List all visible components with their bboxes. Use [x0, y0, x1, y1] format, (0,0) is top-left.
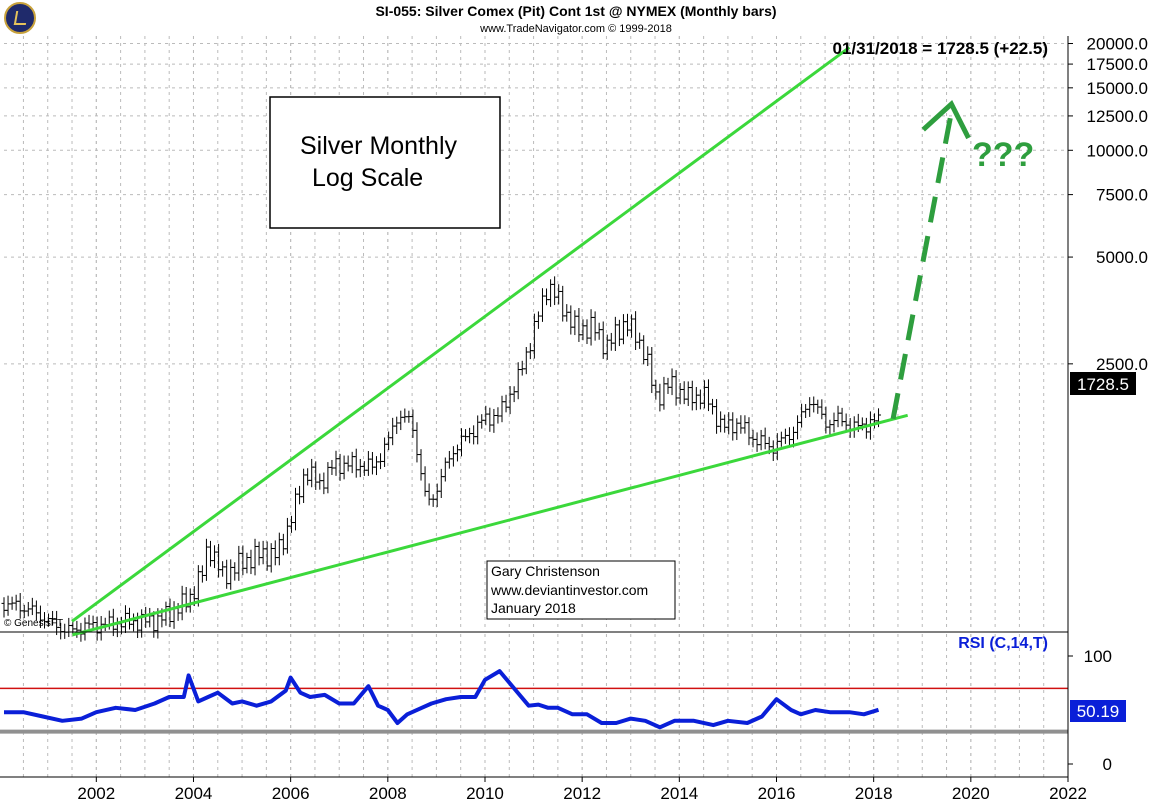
x-tick-label: 2012 — [563, 784, 601, 803]
rsi-last-badge — [1070, 700, 1126, 722]
annotation-line1: Silver Monthly — [300, 132, 457, 160]
author-date: January 2018 — [491, 600, 576, 616]
x-tick-label: 2020 — [952, 784, 990, 803]
rsi-y-axis: 100 0 — [1068, 647, 1112, 774]
tradenavigator-logo — [4, 2, 36, 34]
projection-arrow-shaft — [890, 111, 954, 420]
annotation-box — [269, 96, 501, 229]
rsi-y-tick-label: 100 — [1084, 647, 1112, 666]
price-y-tick-label: 10000.0 — [1087, 141, 1148, 160]
price-last-badge — [1070, 372, 1136, 395]
projection-arrow-head — [921, 100, 971, 140]
projection-arrow — [890, 100, 971, 420]
x-axis: 2002 2004 2006 2008 2010 2012 2014 2016 2018 2020… — [77, 777, 1087, 803]
x-tick-label: 2018 — [855, 784, 893, 803]
author-box — [486, 560, 676, 620]
price-y-tick-label: 17500.0 — [1087, 55, 1148, 74]
rsi-grid — [22, 634, 1069, 777]
chart-subtitle: www.TradeNavigator.com © 1999-2018 — [479, 23, 672, 35]
question-marks: ??? — [972, 136, 1034, 174]
x-tick-label: 2022 — [1049, 784, 1087, 803]
rsi-last-value: 50.19 — [1077, 702, 1120, 721]
annotation-line2: Log Scale — [312, 164, 423, 192]
x-tick-label: 2006 — [272, 784, 310, 803]
author-website: www.deviantinvestor.com — [490, 582, 648, 598]
x-tick-label: 2010 — [466, 784, 504, 803]
price-y-tick-label: 7500.0 — [1096, 186, 1148, 205]
trendline — [71, 46, 851, 623]
x-tick-label: 2016 — [758, 784, 796, 803]
rsi-y-tick-label: 0 — [1103, 755, 1112, 774]
last-price-label: 01/31/2018 = 1728.5 (+22.5) — [832, 39, 1048, 58]
x-tick-label: 2008 — [369, 784, 407, 803]
chart-title: SI-055: Silver Comex (Pit) Cont 1st @ NY… — [375, 3, 776, 19]
author-name: Gary Christenson — [491, 563, 600, 579]
price-y-tick-label: 5000.0 — [1096, 248, 1148, 267]
x-tick-label: 2004 — [175, 784, 213, 803]
price-y-tick-label: 12500.0 — [1087, 107, 1148, 126]
price-y-tick-label: 15000.0 — [1087, 79, 1148, 98]
price-y-tick-label: 2500.0 — [1096, 355, 1148, 374]
price-y-tick-label: 20000.0 — [1087, 35, 1148, 54]
price-last-value: 1728.5 — [1077, 375, 1129, 394]
rsi-label: RSI (C,14,T) — [958, 635, 1048, 652]
rsi-line — [4, 669, 880, 730]
x-tick-label: 2014 — [660, 784, 698, 803]
trendlines — [71, 46, 909, 637]
trendline — [71, 413, 909, 637]
x-tick-label: 2002 — [77, 784, 115, 803]
copyright-label: © GenesisFT — [4, 618, 63, 629]
